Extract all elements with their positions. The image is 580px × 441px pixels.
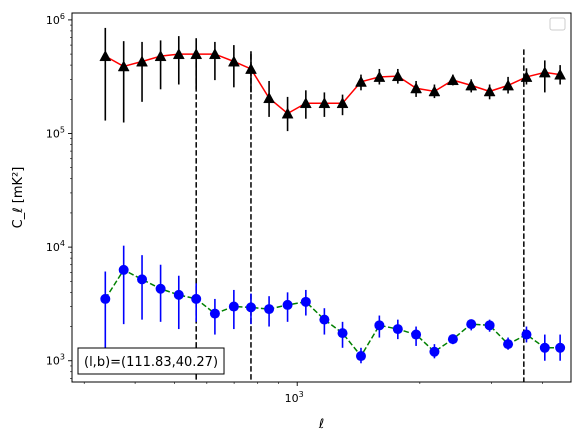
y-tick-label-4: 106 xyxy=(46,12,65,27)
series-1-point-18 xyxy=(410,82,423,94)
y-tick-label-1: 103 xyxy=(46,353,65,368)
series-2-point-22 xyxy=(484,320,495,331)
series-1-point-14 xyxy=(336,97,349,109)
series-1-point-23 xyxy=(502,79,515,91)
series-1-point-26 xyxy=(554,68,567,80)
series-1-point-10 xyxy=(263,92,276,104)
series-1-point-22 xyxy=(483,85,496,97)
series-2-point-2 xyxy=(118,264,129,275)
series-2-point-8 xyxy=(228,301,239,312)
axis-ticks: 103 104 105 106 103 xyxy=(46,12,543,405)
vertical-lines xyxy=(195,49,525,382)
series-1-point-7 xyxy=(208,48,221,60)
series-2-point-17 xyxy=(392,324,403,335)
series-2-point-24 xyxy=(521,329,532,340)
x-axis-label: ℓ xyxy=(318,417,324,432)
series-1-point-5 xyxy=(172,48,185,60)
series-1-point-11 xyxy=(281,107,294,119)
series-1-point-20 xyxy=(446,74,459,86)
y-tick-label-3: 105 xyxy=(46,126,65,141)
series-2-point-9 xyxy=(245,302,256,313)
series-2-point-25 xyxy=(539,342,550,353)
series-1-point-4 xyxy=(154,50,167,62)
series-2-point-11 xyxy=(282,299,293,310)
y-axis-label: C_ℓ [mK²] xyxy=(11,167,26,229)
legend xyxy=(549,17,566,31)
series-1-point-9 xyxy=(245,62,257,74)
series-1-point-24 xyxy=(520,70,533,82)
series-1-point-25 xyxy=(538,66,551,78)
series-2-point-20 xyxy=(447,334,458,345)
x-tick-label-1: 103 xyxy=(285,390,304,405)
series-1-point-17 xyxy=(391,70,404,82)
series-2-point-18 xyxy=(411,329,422,340)
series-1-point-2 xyxy=(117,60,130,72)
series-2-point-7 xyxy=(209,308,220,319)
series-2-point-19 xyxy=(429,346,440,357)
legend-box xyxy=(549,17,566,31)
annotation-box xyxy=(77,347,225,375)
plot-area-frame xyxy=(71,12,572,383)
series-1-point-12 xyxy=(299,97,312,109)
series-1-point-6 xyxy=(190,48,203,60)
series-2 xyxy=(100,245,566,364)
annotation-text: (l,b)=(111.83,40.27) xyxy=(84,355,218,370)
series-1-point-16 xyxy=(373,70,386,82)
series-2-point-12 xyxy=(300,296,311,307)
series-2-point-6 xyxy=(191,293,202,304)
series-2-point-4 xyxy=(155,283,166,294)
series-2-point-3 xyxy=(137,274,148,285)
series-1-point-15 xyxy=(355,75,367,87)
series-1-point-13 xyxy=(318,97,331,109)
series-1-point-19 xyxy=(428,85,441,97)
series-2-point-15 xyxy=(355,351,366,362)
series-1-point-21 xyxy=(465,79,478,91)
series-2-point-23 xyxy=(503,339,514,350)
series-2-point-5 xyxy=(173,289,184,300)
series-2-point-1 xyxy=(100,293,111,304)
series-2-point-14 xyxy=(337,328,348,339)
series-2-point-10 xyxy=(264,304,275,315)
series-2-point-26 xyxy=(555,342,566,353)
series-1-point-8 xyxy=(227,55,240,67)
series-2-point-21 xyxy=(466,319,477,330)
series-layer xyxy=(99,27,567,364)
series-2-point-13 xyxy=(319,314,330,325)
series-2-point-16 xyxy=(374,320,385,331)
series-1 xyxy=(99,27,567,132)
coordinate-annotation: (l,b)=(111.83,40.27) xyxy=(77,347,225,375)
y-tick-label-2: 104 xyxy=(46,239,65,254)
series-1-point-1 xyxy=(99,50,112,62)
series-1-point-3 xyxy=(136,55,148,67)
